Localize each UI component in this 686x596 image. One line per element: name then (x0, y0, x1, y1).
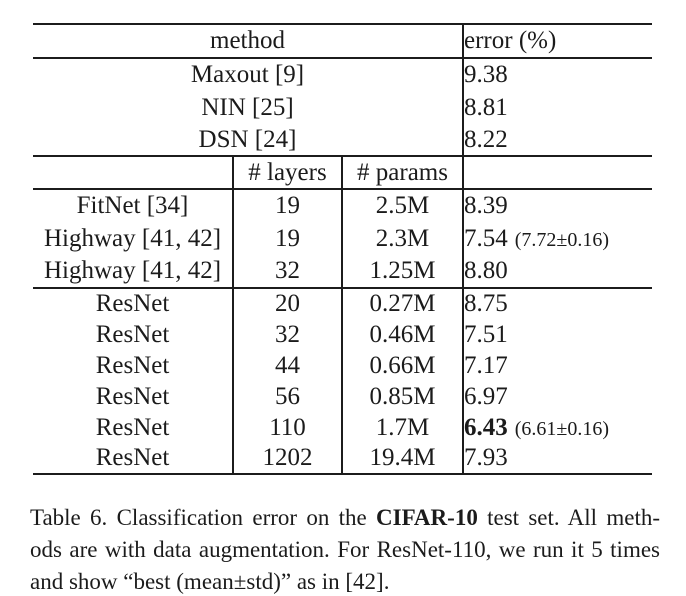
table-row: Maxout [9] 9.38 (33, 58, 653, 91)
cell-params: 1.7M (340, 412, 464, 443)
header-method: method (33, 23, 464, 59)
cell-params: 2.3M (340, 222, 464, 255)
cell-method: ResNet (95, 413, 170, 441)
cell-error: 7.54 (7.72±0.16) (462, 222, 653, 255)
subheader-empty (33, 156, 233, 190)
cell-error: 6.97 (462, 381, 653, 412)
cell-method: ResNet (95, 382, 170, 410)
cell-method: ResNet (95, 351, 170, 379)
cell-params: 0.66M (340, 350, 464, 381)
cell-error: 8.81 (462, 91, 653, 124)
caption-bold-dataset: CIFAR-10 (376, 505, 478, 530)
cell-method: ResNet (33, 443, 233, 475)
cell-error: 7.93 (462, 443, 653, 475)
cell-layers: 19 (232, 189, 342, 222)
table-row: ResNet 56 0.85M 6.97 (33, 381, 653, 412)
cell-error: 8.22 (462, 124, 653, 157)
cell-layers: 32 (232, 319, 342, 350)
error-note: (6.61±0.16) (514, 417, 610, 440)
cell-error-best: 6.43 (6.61±0.16) (462, 412, 653, 443)
table-row: NIN [25] 8.81 (33, 91, 653, 124)
cell-layers: 19 (232, 222, 342, 255)
cell-layers: 1202 (232, 443, 342, 475)
cell-method: Highway [41, 42] (33, 255, 233, 289)
caption-line-3: and show “best (mean±std)” as in [42]. (30, 569, 390, 594)
cell-params: 1.25M (340, 255, 464, 289)
cell-error: 7.17 (462, 350, 653, 381)
table-row: ResNet 1202 19.4M 7.93 (33, 443, 653, 475)
table-row: ResNet 44 0.66M 7.17 (33, 350, 653, 381)
subheader-error-empty (462, 156, 653, 190)
subheader-layers: # layers (232, 156, 342, 190)
table-header-row: method error (%) (33, 23, 653, 59)
cell-layers: 56 (232, 381, 342, 412)
cell-method: ResNet (95, 290, 170, 317)
cell-layers: 44 (232, 350, 342, 381)
table-row: Highway [41, 42] 32 1.25M 8.80 (33, 255, 653, 289)
caption-line-2: ods are with data augmentation. For ResN… (30, 537, 660, 562)
cell-params: 0.46M (340, 319, 464, 350)
cell-method: ResNet (95, 320, 170, 348)
table-row: Highway [41, 42] 19 2.3M 7.54 (7.72±0.16) (33, 222, 653, 255)
cell-error: 8.39 (462, 189, 653, 222)
error-note: (7.72±0.16) (514, 228, 610, 251)
caption-line-1: Table 6. Classification error on the CIF… (30, 505, 661, 530)
cell-params: 0.85M (340, 381, 464, 412)
cell-error: 8.75 (462, 288, 653, 319)
cell-method: Maxout [9] (190, 61, 305, 88)
cell-layers: 110 (232, 412, 342, 443)
cell-method: FitNet [34] (76, 192, 189, 219)
header-error: error (%) (462, 23, 653, 59)
table-subheader-row: # layers # params (33, 156, 653, 190)
cell-params: 0.27M (340, 288, 464, 319)
cell-method: DSN [24] (33, 124, 464, 157)
cell-error: 9.38 (462, 58, 653, 91)
table-row: ResNet 110 1.7M 6.43 (6.61±0.16) (33, 412, 653, 443)
table-caption: Table 6. Classification error on the CIF… (30, 502, 660, 596)
cell-error: 7.51 (462, 319, 653, 350)
table-row: ResNet 20 0.27M 8.75 (33, 288, 653, 319)
table-row: DSN [24] 8.22 (33, 124, 653, 157)
subheader-params: # params (340, 156, 464, 190)
results-table: method error (%) Maxout [9] 9.38 NIN [25… (33, 23, 653, 475)
cell-params: 2.5M (340, 189, 464, 222)
table-row: FitNet [34] 19 2.5M 8.39 (33, 189, 653, 222)
cell-layers: 20 (232, 288, 342, 319)
cell-method: NIN [25] (201, 93, 294, 121)
table-row: ResNet 32 0.46M 7.51 (33, 319, 653, 350)
cell-params: 19.4M (340, 443, 464, 475)
cell-error: 8.80 (462, 255, 653, 289)
cell-method: Highway [41, 42] (43, 224, 222, 252)
cell-layers: 32 (232, 255, 342, 289)
